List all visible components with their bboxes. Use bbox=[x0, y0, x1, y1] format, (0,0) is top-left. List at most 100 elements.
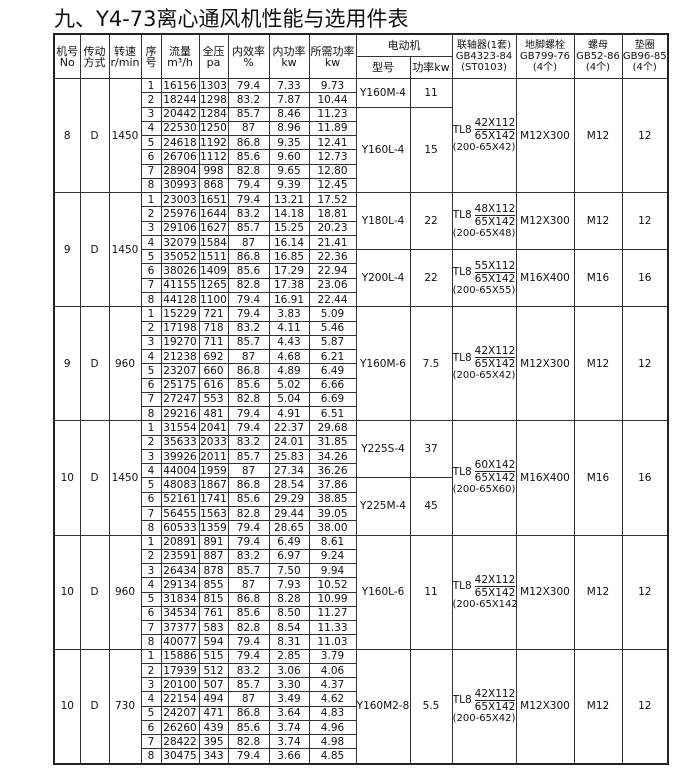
flow-cell: 29216 bbox=[160, 406, 200, 422]
efficiency-cell: 87 bbox=[227, 577, 270, 593]
required-power-cell: 18.81 bbox=[308, 206, 357, 222]
seq-cell: 6 bbox=[140, 719, 162, 736]
required-power-cell: 4.98 bbox=[308, 734, 357, 750]
flow-cell: 26260 bbox=[160, 719, 200, 736]
required-power-cell: 22.94 bbox=[308, 263, 357, 279]
table-row: 6 34534 761 85.6 8.50 11.27 bbox=[54, 605, 668, 622]
nut-cell: M16 bbox=[573, 249, 623, 308]
table-row: 2 18244 1298 83.2 7.87 10.44 bbox=[54, 92, 668, 108]
efficiency-cell: 85.6 bbox=[227, 377, 270, 393]
drive-type-cell: D bbox=[79, 192, 110, 308]
efficiency-cell: 79.4 bbox=[227, 77, 270, 94]
coupling-prefix: TL8 bbox=[452, 694, 472, 707]
pressure-cell: 1298 bbox=[198, 92, 229, 108]
coupling-bottom: 65X142 bbox=[474, 215, 516, 228]
pressure-cell: 2011 bbox=[198, 448, 229, 465]
internal-power-cell: 2.85 bbox=[268, 648, 310, 664]
efficiency-cell: 85.7 bbox=[227, 334, 270, 351]
required-power-cell: 37.86 bbox=[308, 477, 357, 493]
table-row: 7 37377 583 82.8 8.54 11.33 bbox=[54, 620, 668, 636]
flow-cell: 20891 bbox=[160, 534, 200, 550]
internal-power-cell: 7.93 bbox=[268, 577, 310, 593]
internal-power-cell: 9.39 bbox=[268, 177, 310, 194]
flow-cell: 16156 bbox=[160, 77, 200, 94]
coupling-top: 42X112 bbox=[474, 573, 516, 587]
coupling-cell: TL8 48X112 65X142 (200-65X48) bbox=[451, 192, 517, 251]
flow-cell: 21238 bbox=[160, 349, 200, 365]
motor-power-cell: 37 bbox=[409, 420, 453, 479]
flow-cell: 48083 bbox=[160, 477, 200, 493]
header-efficiency: 内效率% bbox=[227, 33, 270, 79]
required-power-cell: 31.85 bbox=[308, 434, 357, 450]
seq-cell: 8 bbox=[140, 520, 162, 536]
speed-cell: 1450 bbox=[108, 192, 142, 308]
flow-cell: 18244 bbox=[160, 92, 200, 108]
internal-power-cell: 28.54 bbox=[268, 477, 310, 493]
required-power-cell: 22.44 bbox=[308, 291, 357, 308]
flow-cell: 25175 bbox=[160, 377, 200, 393]
flow-cell: 23003 bbox=[160, 192, 200, 208]
coupling-code: (200-65X42) bbox=[452, 370, 516, 382]
coupling-top: 60X142 bbox=[474, 459, 516, 473]
anchor-bolt-cell: M12X300 bbox=[515, 192, 575, 251]
pressure-cell: 343 bbox=[198, 748, 229, 765]
seq-cell: 3 bbox=[140, 334, 162, 351]
washer-cell: 12 bbox=[621, 77, 669, 194]
internal-power-cell: 7.33 bbox=[268, 77, 310, 94]
pressure-cell: 395 bbox=[198, 734, 229, 750]
pressure-cell: 878 bbox=[198, 563, 229, 579]
seq-cell: 5 bbox=[140, 363, 162, 379]
coupling-top: 42X112 bbox=[474, 345, 516, 359]
efficiency-cell: 85.6 bbox=[227, 605, 270, 622]
efficiency-cell: 85.7 bbox=[227, 677, 270, 693]
efficiency-cell: 79.4 bbox=[227, 748, 270, 765]
required-power-cell: 29.68 bbox=[308, 420, 357, 436]
flow-cell: 40077 bbox=[160, 634, 200, 650]
internal-power-cell: 4.91 bbox=[268, 406, 310, 422]
internal-power-cell: 16.14 bbox=[268, 234, 310, 251]
internal-power-cell: 9.35 bbox=[268, 135, 310, 151]
header-drive: 传动 方式 bbox=[79, 33, 110, 79]
seq-cell: 4 bbox=[140, 349, 162, 365]
required-power-cell: 11.23 bbox=[308, 106, 357, 122]
table-row: 8 44128 1100 79.4 16.91 22.44 bbox=[54, 291, 668, 308]
coupling-spec: TL8 42X112 65X142 bbox=[452, 688, 516, 713]
internal-power-cell: 3.83 bbox=[268, 306, 310, 322]
flow-cell: 44004 bbox=[160, 463, 200, 479]
table-row: 10 D 960 1 20891 891 79.4 6.49 8.61 Y160L-6 11 TL8 4… bbox=[53, 534, 669, 650]
pressure-cell: 1584 bbox=[198, 234, 229, 251]
pressure-cell: 583 bbox=[198, 620, 229, 636]
table-row: 2 17198 718 83.2 4.11 5.46 bbox=[54, 320, 668, 336]
seq-cell: 4 bbox=[140, 120, 162, 137]
internal-power-cell: 29.44 bbox=[268, 505, 310, 522]
efficiency-cell: 79.4 bbox=[227, 177, 270, 194]
pressure-cell: 1284 bbox=[198, 106, 229, 122]
efficiency-cell: 86.8 bbox=[227, 135, 270, 151]
drive-type-cell: D bbox=[79, 77, 110, 194]
coupling-cell: TL8 42X112 65X142 (200-65X142) bbox=[451, 534, 517, 650]
washer-cell: 12 bbox=[621, 192, 669, 251]
nut-cell: M12 bbox=[573, 534, 623, 650]
drive-type-cell: D bbox=[79, 420, 110, 536]
efficiency-cell: 79.4 bbox=[227, 634, 270, 650]
coupling-top: 48X112 bbox=[474, 202, 516, 216]
seq-cell: 3 bbox=[140, 563, 162, 579]
motor-model-cell: Y160M-6 bbox=[355, 306, 411, 422]
seq-cell: 7 bbox=[140, 277, 162, 293]
coupling-bottom: 65X142 bbox=[474, 700, 516, 713]
seq-cell: 5 bbox=[140, 477, 162, 493]
header-motor-power: 功率kw bbox=[409, 56, 453, 79]
required-power-cell: 11.89 bbox=[308, 120, 357, 137]
coupling-prefix: TL8 bbox=[452, 580, 472, 593]
motor-power-cell: 11 bbox=[409, 534, 453, 650]
table-row: 6 25175 616 85.6 5.02 6.66 bbox=[54, 377, 668, 393]
required-power-cell: 4.06 bbox=[308, 662, 357, 679]
coupling-fraction: 42X112 65X142 bbox=[474, 117, 515, 142]
seq-cell: 3 bbox=[140, 106, 162, 122]
drive-type-cell: D bbox=[79, 534, 110, 650]
efficiency-cell: 85.6 bbox=[227, 491, 270, 507]
seq-cell: 5 bbox=[140, 591, 162, 607]
header-washer: 垫圈 GB96-85 (4个) bbox=[621, 33, 669, 79]
pressure-cell: 1265 bbox=[198, 277, 229, 293]
table-row: 4 44004 1959 87 27.34 36.26 bbox=[54, 463, 668, 479]
